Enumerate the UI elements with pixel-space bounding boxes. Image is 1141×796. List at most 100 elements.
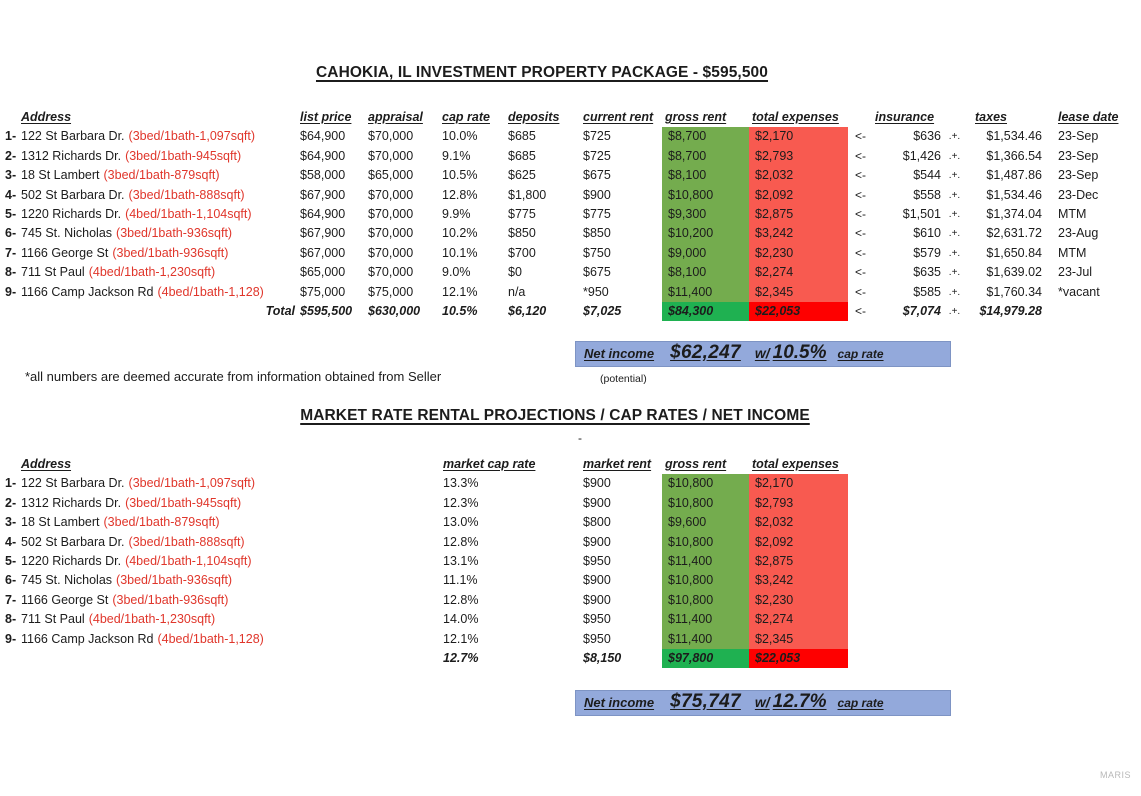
current-rent-cell: $850	[583, 226, 611, 241]
header-appraisal: appraisal	[368, 110, 423, 124]
appraisal-cell: $70,000	[368, 245, 414, 260]
address-spec: (4bed/1bath-1,104sqft)	[125, 206, 252, 221]
address-cell: 122 St Barbara Dr. (3bed/1bath-1,097sqft)	[21, 127, 300, 146]
gross-rent-cell: $11,400	[662, 610, 749, 630]
gross-rent-cell: $10,200	[662, 224, 749, 244]
lease-date-cell: 23-Dec	[1058, 187, 1099, 202]
market-cap-rate-cell: 14.0%	[443, 612, 479, 627]
gross-rent-cell: $8,700	[662, 146, 749, 167]
arrow-icon: <-	[854, 284, 866, 299]
total-cap-rate: 10.5%	[442, 303, 478, 318]
row-number: 9-	[5, 631, 17, 646]
header-gross-rent: gross rent	[665, 457, 727, 471]
cap-rate-cell: 9.9%	[442, 206, 471, 221]
address-text: 745 St. Nicholas	[21, 573, 113, 588]
total-taxes: $14,979.28	[979, 303, 1042, 318]
address-text: 18 St Lambert	[21, 515, 100, 530]
row-number: 9-	[5, 284, 17, 299]
lease-date-cell: 23-Aug	[1058, 226, 1099, 241]
insurance-cell: $1,501	[902, 206, 941, 221]
gross-rent-cell: $11,400	[662, 282, 749, 302]
address-cell: 1166 Camp Jackson Rd (4bed/1bath-1,128)	[21, 630, 443, 649]
header-taxes: taxes	[975, 110, 1007, 124]
market-cap-rate-cell: 13.1%	[443, 553, 479, 568]
address-cell: 502 St Barbara Dr. (3bed/1bath-888sqft)	[21, 186, 300, 205]
arrow-icon: <-	[854, 226, 866, 241]
appraisal-cell: $70,000	[368, 129, 414, 144]
net-income-label: Net income	[584, 695, 655, 710]
list-price-cell: $67,000	[300, 245, 346, 260]
header-address: Address	[21, 110, 72, 124]
table-row: 1- 122 St Barbara Dr. (3bed/1bath-1,097sq…	[0, 474, 1141, 494]
address-text: 122 St Barbara Dr.	[21, 476, 125, 491]
plus-separator: .+.	[948, 305, 961, 317]
address-spec: (4bed/1bath-1,104sqft)	[125, 553, 252, 568]
market-rent-cell: $800	[583, 515, 611, 530]
total-expenses-cell: $2,345	[749, 282, 848, 302]
address-cell: 122 St Barbara Dr. (3bed/1bath-1,097sqft)	[21, 474, 443, 493]
lease-date-cell: *vacant	[1058, 284, 1100, 299]
arrow-icon: <-	[854, 168, 866, 183]
row-number: 5-	[5, 206, 17, 221]
row-number: 2-	[5, 495, 17, 510]
arrow-icon: <-	[854, 187, 866, 202]
total-expenses-cell: $2,230	[749, 590, 848, 611]
address-cell: 711 St Paul (4bed/1bath-1,230sqft)	[21, 610, 443, 629]
gross-rent-cell: $8,100	[662, 166, 749, 186]
taxes-cell: $1,534.46	[986, 187, 1042, 202]
lease-date-cell: 23-Jul	[1058, 265, 1093, 280]
gross-rent-cell: $11,400	[662, 629, 749, 649]
row-number: 7-	[5, 245, 17, 260]
table-row: 8- 711 St Paul (4bed/1bath-1,230sqft) $65…	[0, 263, 1141, 283]
list-price-cell: $67,900	[300, 187, 346, 202]
gross-rent-cell: $9,600	[662, 513, 749, 533]
current-financials-table: Address list price appraisal cap rate de…	[0, 108, 1141, 322]
insurance-cell: $558	[913, 187, 941, 202]
arrow-icon: <-	[854, 303, 866, 318]
address-text: 745 St. Nicholas	[21, 226, 113, 241]
deposits-cell: $850	[508, 226, 536, 241]
table-row: 7- 1166 George St (3bed/1bath-936sqft) 12…	[0, 590, 1141, 611]
appraisal-cell: $65,000	[368, 168, 414, 183]
address-spec: (3bed/1bath-1,097sqft)	[128, 129, 256, 144]
gross-rent-cell: $10,800	[662, 493, 749, 514]
address-text: 502 St Barbara Dr.	[21, 187, 125, 202]
market-cap-rate-cell: 12.1%	[443, 631, 479, 646]
table-row: 9- 1166 Camp Jackson Rd (4bed/1bath-1,128…	[0, 282, 1141, 302]
lease-date-cell: 23-Sep	[1058, 129, 1099, 144]
cap-rate-label: cap rate	[837, 347, 884, 361]
address-spec: (3bed/1bath-888sqft)	[128, 534, 245, 549]
disclaimer-note: *all numbers are deemed accurate from in…	[25, 369, 442, 384]
plus-separator: .+.	[948, 286, 961, 298]
total-appraisal: $630,000	[368, 303, 421, 318]
plus-separator: .+.	[948, 131, 961, 143]
total-expenses-cell: $2,274	[749, 610, 848, 630]
appraisal-cell: $70,000	[368, 265, 414, 280]
total-expenses-cell: $2,875	[749, 204, 848, 225]
insurance-cell: $610	[913, 226, 941, 241]
address-cell: 711 St Paul (4bed/1bath-1,230sqft)	[21, 263, 300, 282]
plus-separator: .+.	[948, 189, 961, 201]
arrow-icon: <-	[854, 245, 866, 260]
table-row: 8- 711 St Paul (4bed/1bath-1,230sqft) 14.…	[0, 610, 1141, 630]
address-cell: 1312 Richards Dr. (3bed/1bath-945sqft)	[21, 147, 300, 166]
total-expenses: $22,053	[749, 301, 848, 322]
list-price-cell: $58,000	[300, 168, 346, 183]
row-number: 6-	[5, 573, 17, 588]
current-rent-cell: $725	[583, 148, 611, 163]
address-cell: 1166 George St (3bed/1bath-936sqft)	[21, 591, 443, 610]
header-current-rent: current rent	[583, 110, 654, 124]
net-income-amount: $75,747	[670, 691, 741, 712]
cap-rate-cell: 10.0%	[442, 129, 478, 144]
appraisal-cell: $70,000	[368, 226, 414, 241]
total-expenses-cell: $3,242	[749, 224, 848, 244]
net-income-label: Net income	[584, 346, 655, 361]
address-text: 1220 Richards Dr.	[21, 206, 122, 221]
deposits-cell: $1,800	[508, 187, 547, 202]
header-market-cap-rate: market cap rate	[443, 457, 536, 471]
current-rent-cell: $750	[583, 245, 611, 260]
with-label: w/	[754, 694, 770, 710]
table-row: 9- 1166 Camp Jackson Rd (4bed/1bath-1,128…	[0, 629, 1141, 649]
net-income-banner-current: Net income $62,247 w/ 10.5% cap rate	[575, 341, 951, 367]
net-income-banner-market: Net income $75,747 w/ 12.7% cap rate	[575, 690, 951, 716]
